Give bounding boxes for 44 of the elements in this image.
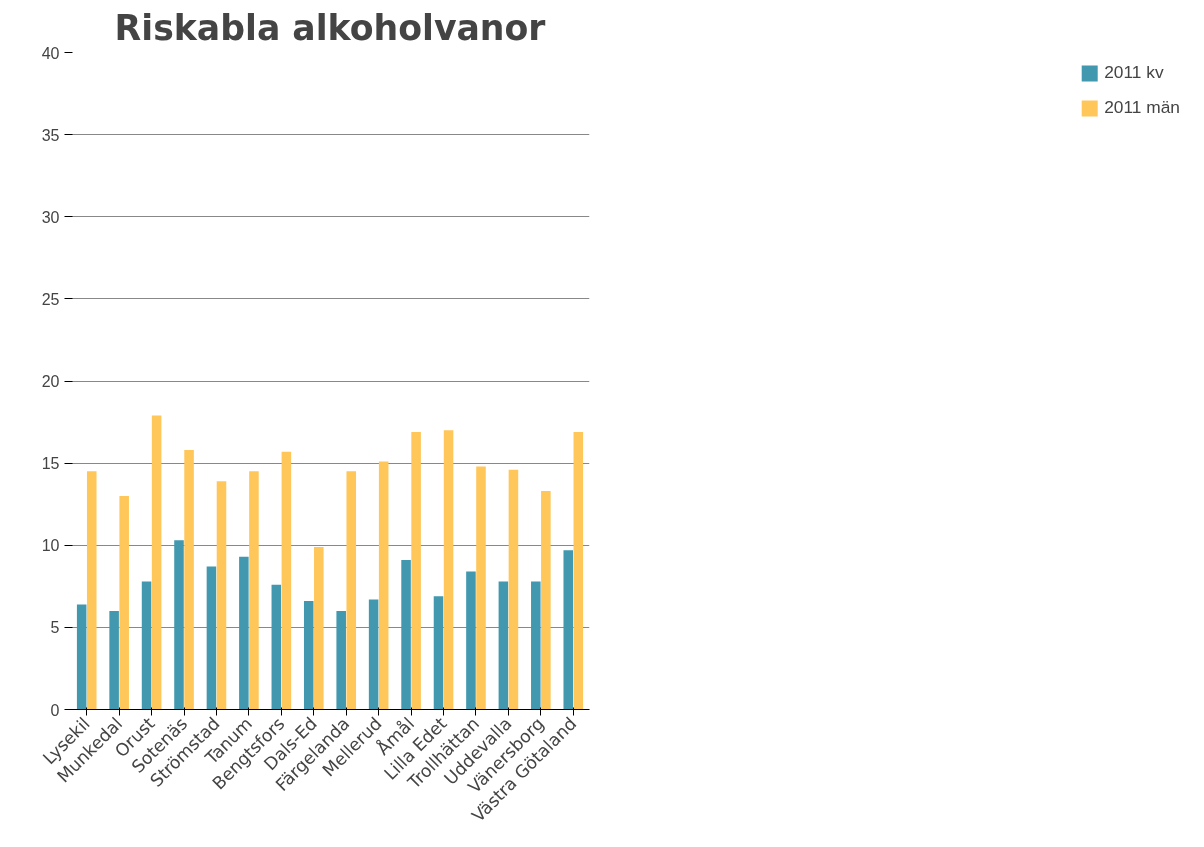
- y-tick-label: 25: [41, 290, 60, 308]
- bar: [216, 481, 227, 710]
- y-tick-label: 40: [41, 44, 60, 62]
- bar: [281, 451, 292, 710]
- bar: [314, 546, 324, 710]
- y-tick-label: 5: [50, 619, 60, 637]
- bar: [541, 491, 551, 710]
- bar: [109, 610, 119, 710]
- bar: [563, 550, 574, 710]
- bar: [466, 571, 476, 710]
- y-tick-label: 20: [41, 373, 60, 390]
- y-tick-label: 0: [50, 701, 60, 719]
- bar: [401, 560, 411, 710]
- bar: [141, 581, 152, 710]
- bar: [498, 581, 509, 710]
- bar: [151, 415, 162, 710]
- y-tick-label: 30: [41, 208, 60, 226]
- bar: [411, 431, 421, 710]
- bar: [476, 466, 486, 710]
- bar: [346, 471, 357, 710]
- legend-label: 2011 män: [1104, 97, 1180, 118]
- bar: [303, 601, 314, 710]
- bar: [378, 461, 389, 710]
- bar: [271, 584, 282, 710]
- legend-label: 2011 kv: [1104, 62, 1164, 83]
- bar: [119, 495, 129, 710]
- chart-title: Riskabla alkoholvanor: [114, 7, 546, 48]
- bar: [336, 610, 346, 710]
- bar: [86, 471, 97, 710]
- bar: [508, 469, 519, 710]
- bar: [249, 471, 259, 710]
- bar: [433, 596, 444, 710]
- y-tick-label: 15: [41, 455, 60, 473]
- y-tick-label: 10: [41, 537, 60, 555]
- bar: [573, 431, 584, 710]
- y-tick-label: 35: [41, 126, 60, 144]
- bar: [76, 604, 87, 710]
- bar: [368, 599, 379, 710]
- bar: [206, 566, 217, 710]
- bar: [531, 581, 541, 710]
- bar: [239, 556, 249, 710]
- bar: [174, 540, 184, 710]
- bar: [184, 449, 194, 710]
- bar: [443, 430, 454, 710]
